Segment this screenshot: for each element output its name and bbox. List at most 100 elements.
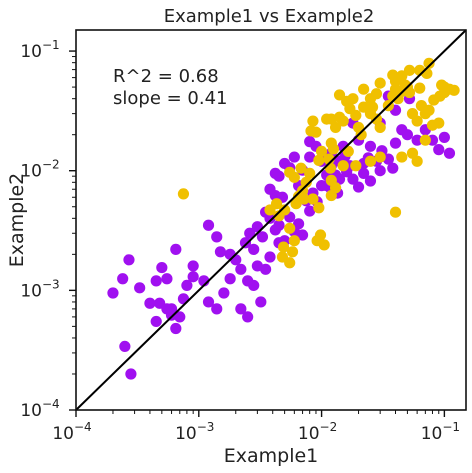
data-point [187,260,199,272]
x-tick-label: 10−4 [52,420,91,444]
data-point [242,311,254,323]
data-point [276,251,289,263]
data-point [296,185,309,197]
series-2-points [177,57,460,269]
data-point [411,115,423,127]
x-tick-label: 10−2 [298,420,337,444]
data-point [211,303,223,315]
data-point [374,77,386,89]
data-point [443,147,456,159]
data-point [255,296,267,308]
data-point [214,246,227,258]
data-point [177,188,190,200]
data-point [264,212,276,224]
data-point [389,206,402,218]
data-point [321,113,333,125]
data-point [107,287,119,299]
data-point [337,160,349,172]
data-point [411,134,423,146]
annotation-slope: slope = 0.41 [113,88,228,109]
data-point [174,311,186,323]
y-tick-label: 10−2 [20,158,59,182]
data-point [295,162,307,174]
data-point [235,303,247,315]
data-point [314,229,327,241]
data-point [134,282,146,294]
data-point [389,137,402,149]
points-layer [107,57,460,380]
data-point [366,101,379,113]
data-point [325,174,337,186]
data-point [165,303,178,315]
data-point [401,129,414,141]
data-point [150,315,162,328]
data-point [396,70,408,82]
y-tick-label: 10−4 [20,397,59,421]
x-tick-label: 10−3 [175,420,214,444]
y-tick-label: 10−1 [20,38,59,62]
data-point [150,275,162,287]
data-point [202,219,215,231]
data-point [256,231,269,243]
data-point [202,296,215,308]
data-point [423,104,435,116]
data-point [264,251,276,263]
data-point [235,263,247,275]
data-point [156,261,168,274]
data-point [264,183,276,195]
y-axis-label: Example2 [6,173,28,268]
data-point [170,243,182,255]
data-point [248,279,260,291]
data-point [403,86,416,99]
data-point [315,145,328,158]
data-point [387,162,399,174]
data-point [293,218,305,230]
data-point [313,202,325,214]
data-point [419,134,431,146]
data-point [358,83,370,95]
data-point [403,64,416,76]
data-point [288,235,300,247]
data-point [304,167,316,179]
data-point [341,95,353,107]
data-point [333,173,346,185]
chart-title: Example1 vs Example2 [164,6,375,27]
data-point [374,151,386,163]
data-point [284,222,296,234]
data-point [218,287,230,299]
data-point [125,368,137,380]
data-point [428,94,440,106]
data-point [374,165,386,177]
data-point [288,171,300,183]
identity-line [75,29,467,411]
data-point [364,155,377,167]
data-point [224,273,236,285]
data-point [436,79,448,91]
data-point [433,144,445,156]
data-point [239,237,252,249]
data-point [123,254,135,266]
data-point [433,117,445,129]
data-point [329,121,342,134]
x-axis-label: Example1 [224,445,319,467]
data-point [244,227,256,239]
data-point [414,82,426,94]
data-point [286,246,299,258]
data-point [119,340,131,353]
data-point [324,162,337,174]
data-point [273,219,285,231]
data-point [374,121,386,134]
data-point [350,109,362,121]
data-point [307,193,319,205]
data-point [347,173,359,185]
data-point [396,151,408,163]
plot-frame [75,29,467,411]
data-point [350,160,362,172]
data-point [273,210,285,222]
data-point [117,273,129,285]
data-point [144,297,156,309]
data-point [411,155,423,167]
data-point [296,229,309,241]
data-point [337,115,349,127]
data-point [270,198,283,210]
